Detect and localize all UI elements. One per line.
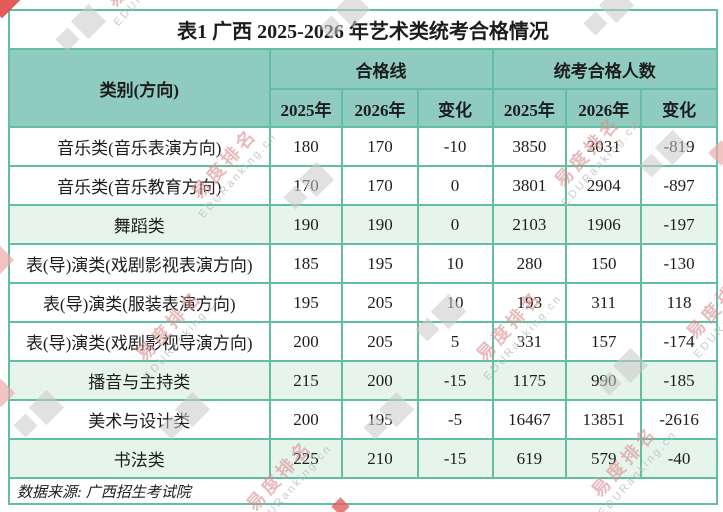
value-cell: 200	[268, 321, 344, 362]
value-cell: 205	[341, 282, 419, 323]
value-cell: 0	[416, 165, 494, 206]
table-row: 表(导)演类(戏剧影视表演方向) 185 195 10 280 150 -130	[8, 243, 718, 284]
table-row: 书法类 225 210 -15 619 579 -40	[8, 438, 718, 479]
category-cell: 美术与设计类	[8, 399, 271, 440]
value-cell: 990	[565, 360, 643, 401]
value-cell: -15	[416, 360, 494, 401]
stats-table: 表1 广西 2025-2026 年艺术类统考合格情况 类别(方向) 合格线 统考…	[8, 9, 719, 505]
table-source-row: 数据来源: 广西招生考试院	[8, 477, 718, 505]
data-source-note: 数据来源: 广西招生考试院	[8, 477, 718, 505]
table-sub-header-row: 2025年 2026年 变化 2025年 2026年 变化	[9, 88, 718, 128]
table-group-header-row: 类别(方向) 合格线 统考合格人数	[8, 48, 719, 128]
value-cell: -897	[640, 165, 718, 206]
value-cell: 118	[640, 282, 718, 323]
value-cell: -2616	[640, 399, 718, 440]
value-cell: 3850	[491, 126, 568, 167]
category-cell: 播音与主持类	[8, 360, 271, 401]
category-cell: 音乐类(音乐教育方向)	[8, 165, 271, 206]
value-cell: 195	[268, 282, 344, 323]
value-cell: 215	[268, 360, 344, 401]
value-cell: 210	[341, 438, 419, 479]
table-row: 舞蹈类 190 190 0 2103 1906 -197	[8, 204, 718, 245]
value-cell: 1175	[491, 360, 568, 401]
value-cell: 190	[341, 204, 419, 245]
value-cell: -130	[640, 243, 718, 284]
sub-header: 变化	[640, 88, 718, 128]
category-column-header: 类别(方向)	[8, 48, 271, 128]
value-cell: 13851	[565, 399, 643, 440]
value-cell: -185	[640, 360, 718, 401]
value-cell: 157	[565, 321, 643, 362]
sub-header: 2025年	[268, 88, 344, 128]
table-row: 美术与设计类 200 195 -5 16467 13851 -2616	[8, 399, 718, 440]
value-cell: 331	[491, 321, 568, 362]
value-cell: 170	[341, 126, 419, 167]
value-cell: -197	[640, 204, 718, 245]
group-header-passcount: 统考合格人数	[491, 48, 719, 90]
value-cell: 2103	[491, 204, 568, 245]
category-cell: 表(导)演类(服装表演方向)	[8, 282, 271, 323]
category-cell: 表(导)演类(戏剧影视导演方向)	[8, 321, 271, 362]
value-cell: 150	[565, 243, 643, 284]
value-cell: -15	[416, 438, 494, 479]
value-cell: 2904	[565, 165, 643, 206]
value-cell: 3031	[565, 126, 643, 167]
value-cell: -40	[640, 438, 718, 479]
group-header-passline: 合格线	[268, 48, 494, 90]
value-cell: 225	[268, 438, 344, 479]
table-title-row: 表1 广西 2025-2026 年艺术类统考合格情况	[8, 9, 718, 50]
value-cell: 16467	[491, 399, 568, 440]
value-cell: 205	[341, 321, 419, 362]
value-cell: 3801	[491, 165, 568, 206]
table-row: 表(导)演类(戏剧影视导演方向) 200 205 5 331 157 -174	[8, 321, 718, 362]
value-cell: 579	[565, 438, 643, 479]
category-cell: 书法类	[8, 438, 271, 479]
value-cell: 170	[268, 165, 344, 206]
value-cell: 10	[416, 243, 494, 284]
sub-header: 2026年	[341, 88, 419, 128]
value-cell: 200	[341, 360, 419, 401]
stats-table-wrapper: 表1 广西 2025-2026 年艺术类统考合格情况 类别(方向) 合格线 统考…	[8, 9, 719, 505]
value-cell: 619	[491, 438, 568, 479]
value-cell: -10	[416, 126, 494, 167]
value-cell: 180	[268, 126, 344, 167]
value-cell: 0	[416, 204, 494, 245]
table-row: 播音与主持类 215 200 -15 1175 990 -185	[8, 360, 718, 401]
value-cell: -174	[640, 321, 718, 362]
sub-header: 2026年	[565, 88, 643, 128]
table-row: 音乐类(音乐教育方向) 170 170 0 3801 2904 -897	[8, 165, 718, 206]
table-row: 音乐类(音乐表演方向) 180 170 -10 3850 3031 -819	[8, 126, 718, 167]
table-title: 表1 广西 2025-2026 年艺术类统考合格情况	[8, 9, 718, 50]
value-cell: 185	[268, 243, 344, 284]
value-cell: 10	[416, 282, 494, 323]
category-cell: 表(导)演类(戏剧影视表演方向)	[8, 243, 271, 284]
value-cell: 195	[341, 243, 419, 284]
table-row: 表(导)演类(服装表演方向) 195 205 10 193 311 118	[8, 282, 718, 323]
value-cell: 200	[268, 399, 344, 440]
category-cell: 舞蹈类	[8, 204, 271, 245]
value-cell: 195	[341, 399, 419, 440]
value-cell: -819	[640, 126, 718, 167]
value-cell: 170	[341, 165, 419, 206]
value-cell: 311	[565, 282, 643, 323]
value-cell: -5	[416, 399, 494, 440]
category-cell: 音乐类(音乐表演方向)	[8, 126, 271, 167]
value-cell: 193	[491, 282, 568, 323]
value-cell: 5	[416, 321, 494, 362]
value-cell: 280	[491, 243, 568, 284]
value-cell: 190	[268, 204, 344, 245]
sub-header: 变化	[416, 88, 494, 128]
value-cell: 1906	[565, 204, 643, 245]
sub-header: 2025年	[491, 88, 568, 128]
